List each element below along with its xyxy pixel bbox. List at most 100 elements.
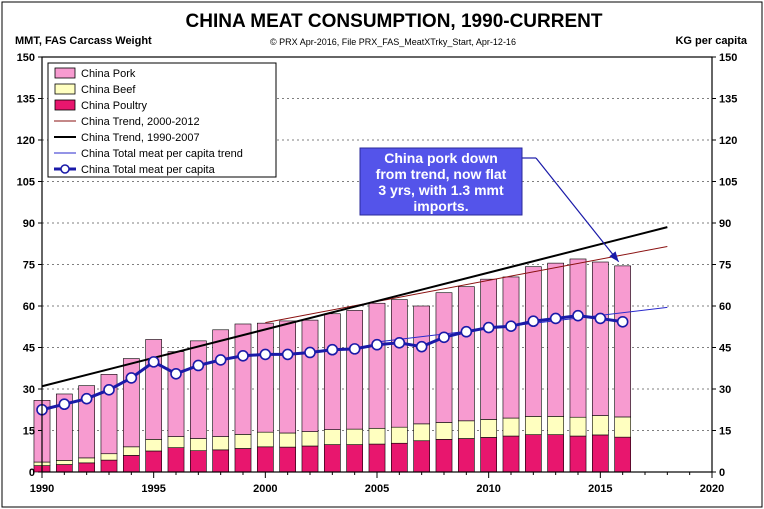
per-capita-point-2005 — [371, 338, 383, 351]
per-capita-point-2001 — [281, 348, 294, 361]
bar-china-poultry-2014 — [569, 435, 587, 473]
legend-label-poultry: China Poultry — [81, 100, 148, 112]
y-tick-label-left: 120 — [17, 135, 35, 147]
legend-swatch-pork — [54, 67, 76, 79]
bar-china-pork-2011 — [502, 276, 520, 419]
y-tick-label-left: 30 — [23, 384, 35, 396]
bar-china-pork-1998 — [212, 329, 230, 437]
bar-china-poultry-1999 — [234, 448, 252, 473]
annotation-box — [359, 147, 523, 216]
bar-china-pork-2006 — [390, 299, 408, 428]
y-tick-label-right: 135 — [719, 94, 737, 106]
y-tick-label-right: 75 — [719, 260, 731, 272]
bar-china-pork-2009 — [457, 286, 475, 422]
bar-china-poultry-2008 — [435, 439, 453, 473]
bar-china-beef-2012 — [524, 416, 542, 435]
bar-china-beef-2002 — [301, 431, 319, 447]
chart-title: CHINA MEAT CONSUMPTION, 1990-CURRENT — [186, 11, 603, 32]
annotation-line-1: China pork down — [384, 150, 498, 166]
per-capita-point-2009 — [460, 325, 473, 338]
bar-china-pork-2010 — [480, 278, 498, 420]
annotation-line-2: from trend, now flat — [376, 166, 507, 182]
x-tick-label: 2020 — [700, 483, 724, 495]
bar-china-poultry-2004 — [346, 444, 364, 473]
bar-china-poultry-2012 — [524, 434, 542, 473]
bar-china-beef-2011 — [502, 417, 520, 437]
bar-china-beef-2015 — [591, 415, 609, 436]
y-tick-label-right: 60 — [719, 301, 731, 313]
legend-swatch-beef — [54, 83, 76, 95]
legend-label-per-capita-trend: China Total meat per capita trend — [81, 148, 243, 160]
bar-china-beef-1993 — [100, 453, 118, 461]
bar-china-pork-2001 — [279, 320, 297, 434]
legend-label-trend-2000-2012: China Trend, 2000-2012 — [81, 116, 200, 128]
bar-china-poultry-1996 — [167, 447, 185, 473]
bar-china-pork-1996 — [167, 351, 185, 437]
per-capita-point-1997 — [192, 359, 205, 372]
bar-china-poultry-2005 — [368, 443, 386, 473]
bar-china-pork-1997 — [189, 340, 207, 439]
y-tick-label-left: 135 — [17, 94, 35, 106]
per-capita-point-1995 — [147, 356, 160, 368]
legend-swatch-poultry — [54, 99, 76, 111]
bar-china-poultry-2000 — [256, 446, 274, 473]
x-tick-label: 2015 — [588, 483, 612, 495]
annotation-arrow — [535, 157, 620, 263]
bar-china-poultry-2002 — [301, 445, 319, 473]
per-capita-point-2004 — [348, 343, 361, 355]
per-capita-point-2016 — [616, 315, 629, 328]
bar-china-pork-2007 — [413, 305, 431, 425]
per-capita-point-1996 — [170, 367, 182, 380]
y-tick-label-left: 45 — [23, 343, 35, 355]
per-capita-point-2003 — [326, 343, 339, 356]
bar-china-poultry-2007 — [413, 440, 431, 473]
bar-china-beef-1996 — [167, 436, 185, 448]
bar-china-poultry-1998 — [212, 449, 230, 473]
per-capita-point-2013 — [549, 312, 562, 325]
annotation-arrowhead — [609, 251, 619, 262]
annotation-line-4: imports. — [413, 198, 468, 214]
bar-china-pork-2016 — [614, 265, 632, 418]
y-tick-label-right: 30 — [719, 384, 731, 396]
annotation-line-3: 3 yrs, with 1.3 mmt — [378, 182, 504, 198]
per-capita-point-1999 — [237, 349, 249, 362]
per-capita-point-1992 — [80, 392, 93, 405]
bar-china-poultry-2015 — [591, 434, 609, 473]
y-tick-label-right: 45 — [719, 343, 731, 355]
trend-china-trend-2000-2012 — [265, 246, 668, 324]
y-tick-label-right: 90 — [719, 218, 731, 230]
left-axis-label: MMT, FAS Carcass Weight — [15, 35, 152, 47]
per-capita-point-2007 — [415, 340, 428, 353]
y-tick-label-right: 15 — [719, 426, 731, 438]
per-capita-point-1998 — [214, 354, 227, 366]
bar-china-pork-1995 — [145, 339, 163, 440]
per-capita-point-2006 — [393, 336, 406, 349]
axes: 0 0 15 15 30 30 45 45 60 60 75 75 90 90 105 105 120 120 13… — [17, 52, 738, 495]
x-tick-label: 1990 — [30, 483, 54, 495]
bar-china-pork-1994 — [122, 358, 140, 448]
bar-china-pork-2012 — [524, 266, 542, 417]
y-tick-label-left: 90 — [23, 218, 35, 230]
bar-china-beef-2010 — [480, 419, 498, 438]
annotation: China pork down from trend, now flat 3 y… — [359, 147, 620, 263]
legend-label-trend-1990-2007: China Trend, 1990-2007 — [81, 132, 200, 144]
bar-china-pork-2014 — [569, 258, 587, 418]
per-capita-point-2012 — [527, 315, 540, 328]
bar-china-pork-2005 — [368, 302, 386, 429]
bar-china-poultry-1994 — [122, 455, 140, 473]
bar-china-poultry-2006 — [390, 442, 408, 473]
x-tick-label: 2010 — [476, 483, 500, 495]
bar-china-poultry-1992 — [78, 462, 96, 473]
bar-china-poultry-2011 — [502, 435, 520, 473]
bar-china-pork-2000 — [256, 322, 274, 433]
per-capita-point-1993 — [103, 384, 115, 396]
per-capita-line — [36, 309, 629, 416]
per-capita-point-2002 — [304, 346, 316, 359]
legend-label-pork: China Pork — [81, 68, 136, 80]
per-capita-point-1991 — [58, 398, 71, 411]
bar-china-poultry-2013 — [547, 434, 565, 473]
bar-china-pork-2008 — [435, 292, 453, 423]
bar-china-beef-2005 — [368, 427, 386, 445]
